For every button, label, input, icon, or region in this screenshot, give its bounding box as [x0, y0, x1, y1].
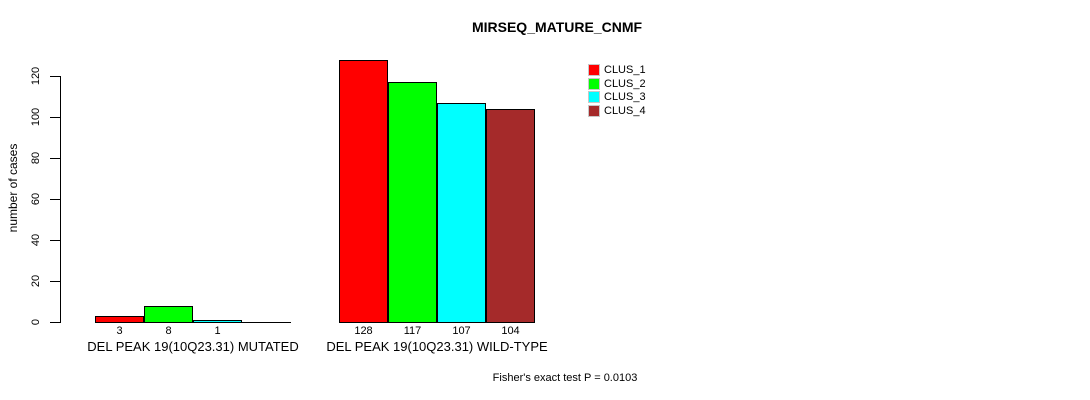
y-tick-mark	[50, 240, 60, 241]
legend-label: CLUS_2	[604, 77, 646, 90]
y-tick-mark	[50, 322, 60, 323]
legend-swatch-CLUS_3	[588, 91, 600, 103]
legend-entry: CLUS_4	[588, 104, 646, 117]
y-tick-mark	[50, 199, 60, 200]
bar-value-label: 104	[501, 325, 520, 337]
bar-value-label: 128	[354, 325, 373, 337]
bar-CLUS_2	[388, 82, 437, 323]
y-tick-label: 40	[30, 233, 42, 247]
legend-swatch-CLUS_4	[588, 104, 600, 117]
bar-CLUS_1	[339, 60, 388, 323]
legend-entry: CLUS_3	[588, 91, 646, 103]
y-tick-label: 0	[30, 318, 42, 326]
y-axis-line	[60, 76, 61, 323]
bar-CLUS_2	[144, 306, 193, 323]
y-tick-mark	[50, 158, 60, 159]
y-tick-mark	[50, 117, 60, 118]
legend-swatch-CLUS_2	[588, 77, 600, 90]
bar-CLUS_1	[95, 316, 144, 323]
y-tick-label: 120	[30, 66, 42, 86]
bar-CLUS_4	[486, 109, 535, 323]
legend-swatch-CLUS_1	[588, 64, 600, 76]
legend-entry: CLUS_2	[588, 77, 646, 90]
chart-title: MIRSEQ_MATURE_CNMF	[471, 19, 643, 35]
group-label: DEL PEAK 19(10Q23.31) WILD-TYPE	[326, 339, 548, 354]
bar-value-label: 107	[452, 325, 471, 337]
bar-value-label: 117	[403, 325, 422, 337]
legend-entry: CLUS_1	[588, 64, 646, 76]
y-tick-label: 100	[30, 107, 42, 127]
y-axis-title: number of cases	[6, 143, 20, 233]
bar-CLUS_3	[193, 320, 242, 323]
bar-CLUS_3	[437, 103, 486, 323]
y-tick-mark	[50, 281, 60, 282]
group-label: DEL PEAK 19(10Q23.31) MUTATED	[87, 339, 299, 354]
y-tick-mark	[50, 76, 60, 77]
bar-value-label: 3	[116, 325, 123, 337]
stat-annotation: Fisher's exact test P = 0.0103	[492, 372, 638, 384]
bar-value-label: 8	[165, 325, 172, 337]
legend-label: CLUS_4	[604, 104, 646, 117]
y-tick-label: 80	[30, 151, 42, 165]
bar-value-label: 1	[214, 325, 221, 337]
legend-label: CLUS_1	[604, 64, 646, 76]
y-tick-label: 60	[30, 192, 42, 206]
y-tick-label: 20	[30, 274, 42, 288]
legend-label: CLUS_3	[604, 91, 646, 103]
